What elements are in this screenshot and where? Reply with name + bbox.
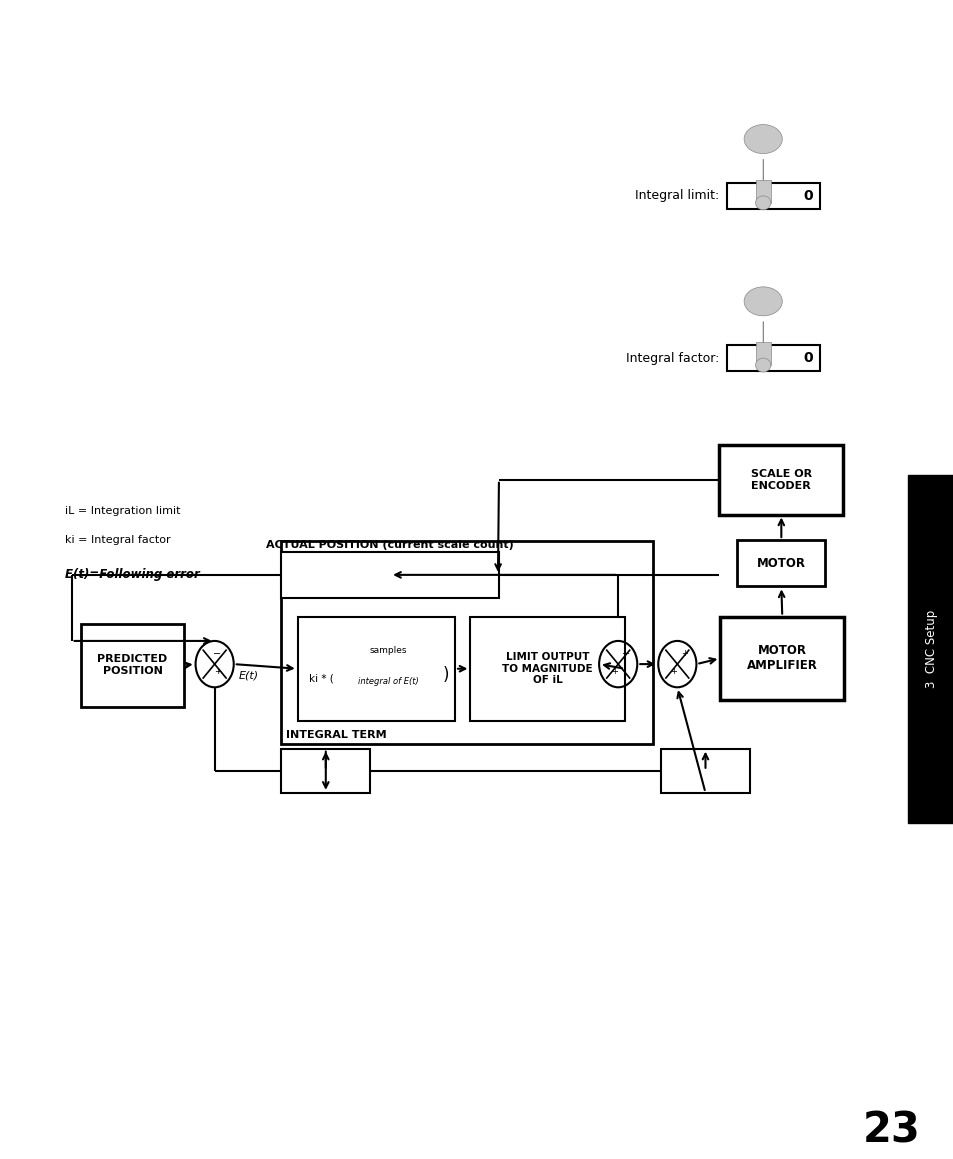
- Bar: [755, 180, 770, 203]
- Ellipse shape: [755, 196, 770, 210]
- Bar: [281, 541, 653, 744]
- Text: ki * (: ki * (: [309, 673, 334, 683]
- Bar: [755, 342, 770, 365]
- Text: 23: 23: [862, 1109, 920, 1151]
- Bar: [281, 749, 370, 793]
- Text: Integral limit:: Integral limit:: [635, 189, 719, 203]
- Bar: [737, 540, 824, 586]
- Text: 0: 0: [802, 351, 812, 365]
- Bar: [726, 345, 820, 371]
- Text: 3  CNC Setup: 3 CNC Setup: [923, 610, 937, 688]
- Bar: [281, 552, 498, 598]
- Ellipse shape: [743, 287, 781, 315]
- Bar: [726, 183, 820, 209]
- Text: MOTOR: MOTOR: [756, 556, 805, 570]
- Bar: [470, 617, 624, 721]
- Bar: [719, 445, 842, 515]
- Text: Integral factor:: Integral factor:: [625, 351, 719, 365]
- Text: +: +: [680, 649, 688, 658]
- Text: +: +: [213, 666, 221, 676]
- Text: integral of E(t): integral of E(t): [357, 677, 418, 686]
- Text: ACTUAL POSITION (current scale count): ACTUAL POSITION (current scale count): [266, 540, 514, 551]
- Bar: [907, 475, 953, 823]
- Text: iL = Integration limit: iL = Integration limit: [65, 506, 180, 516]
- Text: MOTOR
AMPLIFIER: MOTOR AMPLIFIER: [746, 644, 817, 672]
- Text: PREDICTED
POSITION: PREDICTED POSITION: [97, 655, 168, 676]
- Text: −: −: [621, 649, 629, 658]
- Text: E(t): E(t): [238, 671, 258, 680]
- Text: −: −: [213, 649, 221, 658]
- Text: 0: 0: [802, 189, 812, 203]
- Bar: [297, 617, 455, 721]
- Text: INTEGRAL TERM: INTEGRAL TERM: [286, 730, 386, 741]
- Ellipse shape: [755, 358, 770, 372]
- Text: +: +: [610, 666, 618, 676]
- Text: ki = Integral factor: ki = Integral factor: [65, 535, 171, 545]
- Bar: [720, 617, 843, 700]
- Bar: [660, 749, 749, 793]
- Ellipse shape: [743, 124, 781, 154]
- Text: ): ): [442, 665, 448, 684]
- Bar: [81, 624, 184, 707]
- Text: samples: samples: [369, 646, 407, 655]
- Text: SCALE OR
ENCODER: SCALE OR ENCODER: [750, 469, 811, 490]
- Text: LIMIT OUTPUT
TO MAGNITUDE
OF iL: LIMIT OUTPUT TO MAGNITUDE OF iL: [502, 653, 592, 685]
- Text: +: +: [669, 666, 677, 676]
- Text: E(t)=Following error: E(t)=Following error: [65, 568, 199, 582]
